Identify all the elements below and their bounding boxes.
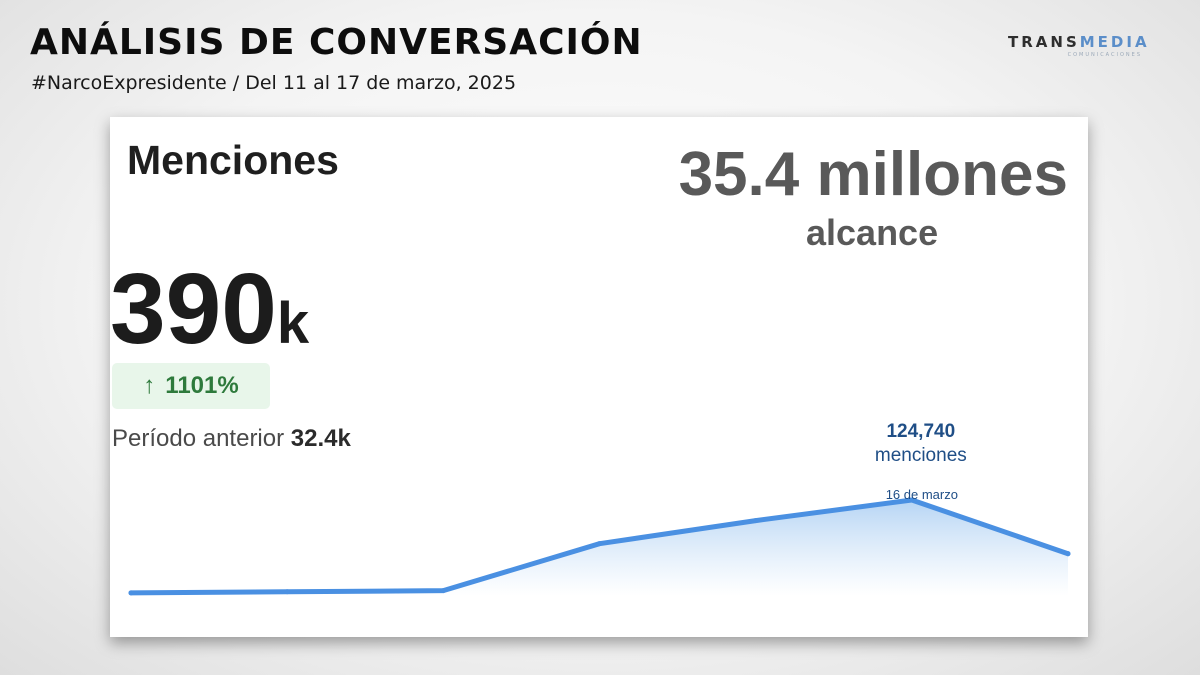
annotation-label: menciones xyxy=(875,445,967,466)
mentions-total: 390k xyxy=(110,252,309,367)
page-title: ANÁLISIS DE CONVERSACIÓN xyxy=(30,22,643,63)
annotation-date: 16 de marzo xyxy=(886,487,958,502)
card-title: Menciones xyxy=(127,137,339,183)
previous-period-label: Período anterior xyxy=(112,425,285,452)
data-point xyxy=(753,518,759,524)
mentions-chart: 124,740 menciones 16 de marzo xyxy=(128,421,1071,596)
arrow-up-icon: ↑ xyxy=(143,372,156,399)
mentions-unit: k xyxy=(276,291,310,356)
growth-value: 1101% xyxy=(165,372,239,399)
page-subtitle: #NarcoExpresidente / Del 11 al 17 de mar… xyxy=(31,72,517,94)
reach-label: alcance xyxy=(806,212,939,253)
data-point xyxy=(1065,551,1071,557)
data-point xyxy=(284,589,290,595)
previous-period-value: 32.4k xyxy=(290,425,351,452)
data-point xyxy=(440,588,446,594)
growth-badge: ↑ 1101% xyxy=(112,363,270,409)
annotation-value: 124,740 xyxy=(886,421,955,442)
mentions-number: 390 xyxy=(110,253,277,365)
data-point xyxy=(597,541,602,547)
logo-part1: TRANS xyxy=(1008,33,1080,51)
logo-tagline: COMUNICACIONES xyxy=(1067,52,1142,58)
series-area xyxy=(131,500,1068,596)
previous-period: Período anterior 32.4k xyxy=(112,425,351,453)
reach-value: 35.4 millones xyxy=(678,140,1068,209)
mentions-card: Menciones 35.4 millones alcance 390k ↑ 1… xyxy=(110,117,1088,637)
logo-wordmark: TRANSMEDIA xyxy=(1008,33,1148,51)
brand-logo: TRANSMEDIA COMUNICACIONES xyxy=(1008,33,1148,58)
data-point xyxy=(128,590,134,596)
data-point xyxy=(909,497,915,503)
logo-part2: MEDIA xyxy=(1079,33,1150,51)
